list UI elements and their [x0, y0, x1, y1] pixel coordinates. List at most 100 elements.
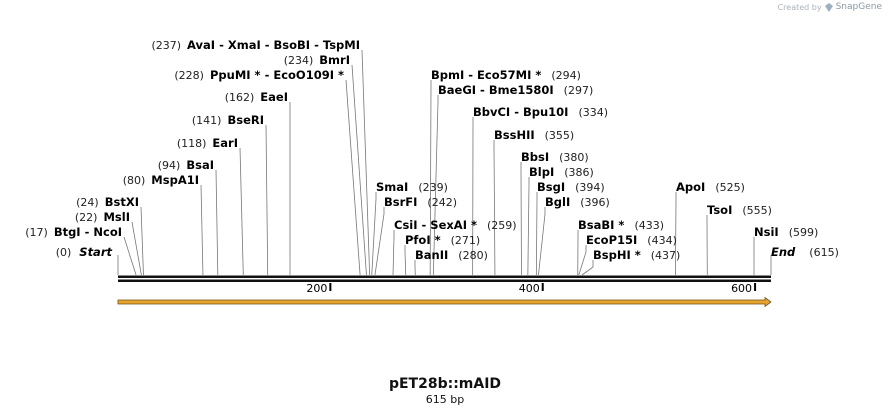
site-label-bpmi[interactable]: BpmI - Eco57MI * (294): [431, 68, 581, 82]
site-label-bsabi[interactable]: BsaBI * (433): [578, 218, 664, 232]
site-label-bsrfi[interactable]: BsrFI (242): [384, 195, 457, 209]
leader-line-ecop15i: [578, 245, 587, 276]
site-label-avai[interactable]: (237) AvaI - XmaI - BsoBI - TspMI: [151, 38, 360, 52]
leader-line-apoi: [675, 192, 677, 276]
enzyme-name: BsaBI *: [578, 218, 624, 232]
enzyme-name: BtgI: [54, 225, 81, 239]
enzyme-name: BanII: [415, 248, 448, 262]
enzyme-name: ApoI: [676, 180, 705, 194]
site-position: (94): [158, 159, 181, 172]
credit-brand: SnapGene: [835, 2, 882, 12]
site-label-bmri[interactable]: (234) BmrI: [284, 53, 350, 67]
enzyme-name: PfoI *: [405, 233, 441, 247]
site-label-bbvci[interactable]: BbvCI - Bpu10I (334): [473, 105, 608, 119]
feature-arrow[interactable]: [117, 296, 772, 308]
enzyme-name: BbvCI: [473, 105, 510, 119]
enzyme-name: - EcoO109I *: [261, 68, 344, 82]
enzyme-name: BmrI: [319, 53, 350, 67]
leader-line-baegi: [432, 95, 439, 276]
leader-line-pfoi: [404, 245, 407, 276]
end-name: End: [771, 245, 796, 259]
site-label-bsgi[interactable]: BsgI (394): [537, 180, 605, 194]
site-position: (555): [742, 204, 772, 217]
leader-line-bgli: [538, 207, 546, 276]
site-label-smai[interactable]: SmaI (239): [376, 180, 448, 194]
leader-line-btgi: [123, 236, 137, 276]
ruler-ticks: 200 400 600: [306, 282, 757, 295]
enzyme-name: BbsI: [521, 150, 549, 164]
enzyme-name: BseRI: [227, 113, 264, 127]
start-name: Start: [79, 245, 112, 259]
site-label-eaei[interactable]: (162) EaeI: [225, 90, 288, 104]
site-label-blpi[interactable]: BlpI (386): [529, 165, 594, 179]
site-position: (242): [427, 196, 457, 209]
site-position: (525): [715, 181, 745, 194]
enzyme-name: - XmaI: [215, 38, 261, 52]
site-label-tsoi[interactable]: TsoI (555): [707, 203, 772, 217]
enzyme-name: PpuMI *: [210, 68, 261, 82]
site-label-bsshii[interactable]: BssHII (355): [494, 128, 574, 142]
feature-track[interactable]: [117, 296, 772, 308]
ruler-tick-label: 400: [519, 282, 540, 295]
site-position: (17): [25, 226, 48, 239]
site-position: (271): [451, 234, 481, 247]
site-label-eari[interactable]: (118) EarI: [177, 136, 238, 150]
site-position: (141): [192, 114, 222, 127]
site-label-bsphi[interactable]: BspHI * (437): [593, 248, 680, 262]
leader-line-csii: [392, 230, 395, 276]
site-position: (386): [564, 166, 594, 179]
site-position: (237): [151, 39, 181, 52]
site-label-bseri[interactable]: (141) BseRI: [192, 113, 264, 127]
site-label-ecop15i[interactable]: EcoP15I (434): [586, 233, 677, 247]
site-label-ppumi[interactable]: (228) PpuMI * - EcoO109I *: [174, 68, 344, 82]
site-position: (297): [564, 84, 594, 97]
enzyme-name: BlpI: [529, 165, 554, 179]
site-position: (80): [123, 174, 146, 187]
start-label: (0) Start: [56, 245, 113, 259]
enzyme-name: TsoI: [707, 203, 732, 217]
site-label-btgi[interactable]: (17) BtgI - NcoI: [25, 225, 122, 239]
leader-line-bpmi: [429, 80, 432, 276]
site-label-nsii[interactable]: NsiI (599): [754, 225, 818, 239]
enzyme-name: BssHII: [494, 128, 535, 142]
enzyme-name: BsgI: [537, 180, 565, 194]
enzyme-name: NsiI: [754, 225, 779, 239]
enzyme-name: BglI: [545, 195, 570, 209]
site-label-bstxi[interactable]: (24) BstXI: [76, 195, 139, 209]
site-position: (599): [789, 226, 819, 239]
site-position: (394): [575, 181, 605, 194]
start-position: (0): [56, 246, 72, 259]
site-position: (24): [76, 196, 99, 209]
site-position: (228): [174, 69, 204, 82]
site-position: (259): [487, 219, 517, 232]
site-position: (434): [647, 234, 677, 247]
site-position: (433): [634, 219, 664, 232]
site-labels: (17) BtgI - NcoI(22) MslI (24) BstXI (80) MspA…: [25, 38, 839, 262]
site-position: (380): [559, 151, 589, 164]
site-label-banii[interactable]: BanII (280): [415, 248, 488, 262]
leader-line-bsgi: [535, 192, 538, 276]
site-leader-lines: [117, 49, 772, 276]
site-label-bsai[interactable]: (94) BsaI: [158, 158, 214, 172]
site-label-bgli[interactable]: BglI (396): [545, 195, 610, 209]
enzyme-name: MspA1I: [151, 173, 199, 187]
site-label-csii[interactable]: CsiI - SexAI * (259): [394, 218, 517, 232]
site-label-baegi[interactable]: BaeGI - Bme1580I (297): [438, 83, 593, 97]
site-position: (234): [284, 54, 314, 67]
end-position: (615): [809, 246, 839, 259]
site-position: (22): [75, 211, 98, 224]
site-label-apoi[interactable]: ApoI (525): [676, 180, 745, 194]
enzyme-name: AvaI: [187, 38, 215, 52]
leader-line-smai: [371, 192, 377, 276]
leader-line-bmri: [351, 64, 367, 276]
construct-length: 615 bp: [425, 393, 465, 406]
site-position: (162): [225, 91, 255, 104]
site-label-msli[interactable]: (22) MslI: [75, 210, 130, 224]
enzyme-name: CsiI: [394, 218, 418, 232]
site-label-pfoi[interactable]: PfoI * (271): [405, 233, 480, 247]
site-label-bbsi[interactable]: BbsI (380): [521, 150, 589, 164]
site-label-mspa1i[interactable]: (80) MspA1I: [123, 173, 199, 187]
leader-line-bsshii: [493, 140, 496, 276]
leader-line-mspa1i: [200, 184, 204, 276]
enzyme-name: - TspMI: [310, 38, 360, 52]
